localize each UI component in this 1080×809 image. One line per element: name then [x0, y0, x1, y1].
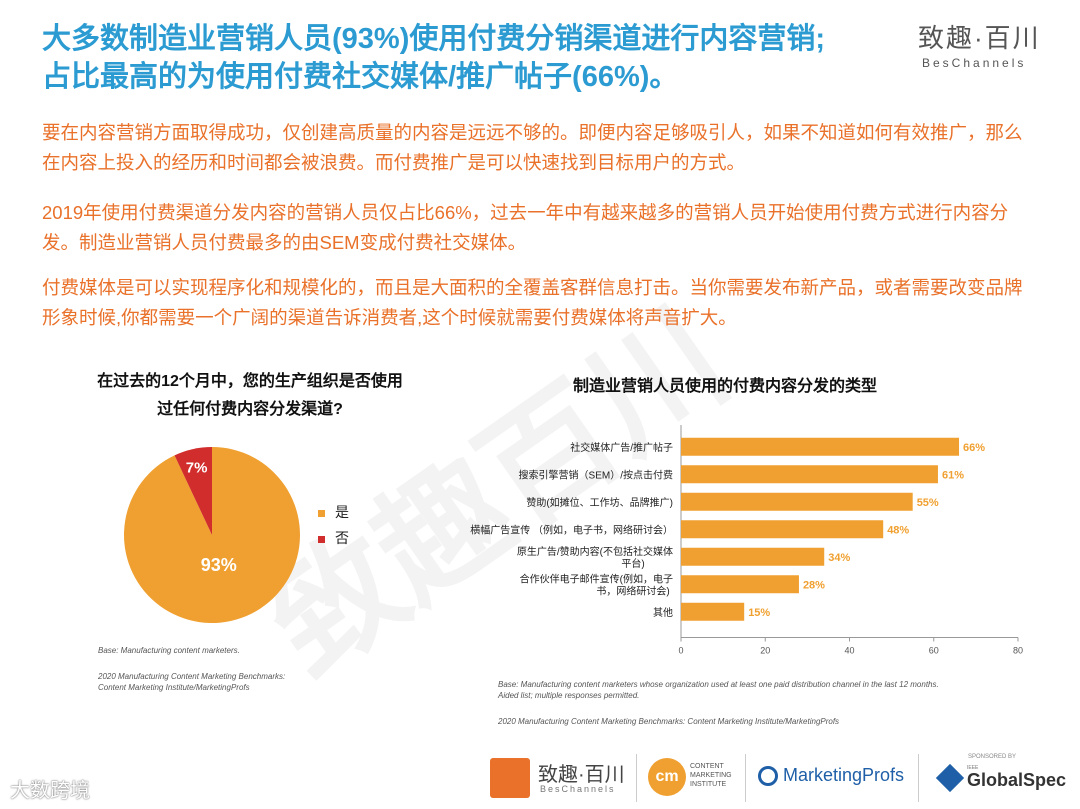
paragraph-3: 付费媒体是可以实现程序化和规模化的，而且是大面积的全覆盖客群信息打击。当你需要发…	[42, 277, 1023, 328]
pie-title-line-2: 过任何付费内容分发渠道?	[157, 401, 343, 418]
bar-2	[681, 492, 913, 511]
paragraph-1: 要在内容营销方面取得成功，仅创建高质量的内容是远远不够的。即便内容足够吸引人，如…	[42, 122, 1023, 173]
legend-label-no: 否	[335, 530, 349, 546]
bar-category-label: 赞助(如摊位、工作坊、品牌推广)	[526, 496, 673, 509]
x-tick-label: 40	[844, 646, 854, 656]
x-tick-label: 0	[678, 646, 683, 656]
page-title: 大多数制造业营销人员(93%)使用付费分销渠道进行内容营销; 占比最高的为使用付…	[42, 20, 825, 96]
bar-value-label: 55%	[917, 497, 939, 509]
footer-marketingprofs: MarketingProfs	[783, 765, 905, 785]
bar-chart-title: 制造业营销人员使用的付费内容分发的类型	[572, 378, 877, 395]
pie-title: 在过去的12个月中，您的生产组织是否使用 过任何付费内容分发渠道?	[40, 368, 460, 424]
beschannels-logo-icon	[490, 758, 530, 798]
bottom-watermark: 大数跨境	[10, 780, 90, 802]
title-line-1: 大多数制造业营销人员(93%)使用付费分销渠道进行内容营销;	[42, 23, 826, 55]
bar-value-label: 66%	[963, 442, 985, 454]
bar-value-label: 48%	[887, 524, 909, 536]
bar-value-label: 61%	[942, 469, 964, 481]
pie-slice-no	[174, 447, 212, 535]
pie-note-source-line-2: Content Marketing Institute/MarketingPro…	[98, 683, 250, 692]
bar-note-base: Base: Manufacturing content marketers wh…	[498, 679, 939, 701]
bar-5	[681, 575, 799, 594]
bar-value-label: 28%	[803, 579, 825, 591]
footer-divider-3	[918, 754, 919, 802]
pie-label-no: 7%	[186, 459, 208, 476]
bar-1	[681, 465, 938, 484]
pie-slice-yes	[123, 447, 300, 623]
cmi-line-2: MARKETING	[690, 772, 732, 779]
legend-label-yes: 是	[335, 504, 349, 520]
bar-value-label: 15%	[748, 607, 770, 619]
bar-chart: 0 20 40 60 80 66% 社交媒体广告/推广帖子 61% 搜索引擎营销（SEM）/按点…	[470, 425, 1023, 656]
marketingprofs-logo-icon	[758, 766, 778, 786]
cmi-logo-text: CONTENT MARKETING INSTITUTE	[690, 762, 732, 789]
pie-note-source-line-1: 2020 Manufacturing Content Marketing Ben…	[98, 672, 286, 681]
bar-3	[681, 520, 884, 539]
bar-category-label: 社交媒体广告/推广帖子	[570, 441, 673, 454]
pie-title-line-1: 在过去的12个月中，您的生产组织是否使用	[97, 373, 403, 390]
paragraph-2: 2019年使用付费渠道分发内容的营销人员仅占比66%，过去一年中有越来越多的营销…	[42, 202, 1009, 253]
bar-note-base-line-2: Aided list; multiple responses permitted…	[498, 691, 640, 700]
bar-value-label: 34%	[828, 552, 850, 564]
pie-label-yes: 93%	[201, 555, 237, 575]
bar-category-label: 合作伙伴电子邮件宣传(例如，电子	[520, 572, 673, 585]
cmi-logo-icon: cm	[648, 758, 686, 796]
footer-ieee: IEEE	[967, 765, 979, 771]
footer-globalspec: GlobalSpec	[967, 770, 1067, 790]
bar-note-base-line-1: Base: Manufacturing content marketers wh…	[498, 680, 939, 689]
footer-logos: 致趣·百川 BesChannels cm CONTENT MARKETING I…	[490, 752, 1080, 809]
cmi-line-3: INSTITUTE	[690, 781, 727, 788]
legend-item-yes: 是	[318, 502, 349, 522]
globalspec-logo-icon	[935, 763, 965, 793]
pie-legend: 是 否	[318, 502, 349, 548]
footer-beschannels-cn: 致趣·百川	[538, 764, 625, 786]
pie-note-base: Base: Manufacturing content marketers.	[98, 646, 240, 655]
bar-category-label: 书，网络研讨会)	[596, 584, 669, 597]
bar-4	[681, 547, 825, 566]
x-tick-label: 60	[929, 646, 939, 656]
legend-swatch-no	[318, 535, 325, 543]
legend-swatch-yes	[318, 509, 325, 517]
footer-divider-1	[636, 754, 637, 802]
brand-logo-cn: 致趣·百川	[918, 23, 1041, 53]
bar-category-label: 搜索引擎营销（SEM）/按点击付费	[519, 468, 673, 481]
footer-sponsored-by: SPONSORED BY	[968, 754, 1017, 760]
x-tick-label: 20	[760, 646, 770, 656]
footer-divider-2	[745, 754, 746, 802]
pie-note-source: 2020 Manufacturing Content Marketing Ben…	[98, 671, 285, 693]
bar-category-label: 横幅广告宣传 （例如，电子书，网络研讨会）	[470, 523, 673, 536]
legend-item-no: 否	[318, 528, 349, 548]
brand-logo-en: BesChannels	[922, 56, 1027, 70]
bar-6	[681, 602, 745, 621]
title-line-2: 占比最高的为使用付费社交媒体/推广帖子(66%)。	[42, 61, 679, 93]
bar-0	[681, 437, 960, 456]
bar-category-label: 其他	[653, 606, 673, 619]
x-tick-label: 80	[1013, 646, 1023, 656]
cmi-line-1: CONTENT	[690, 763, 724, 770]
pie-chart: 93% 7%	[123, 447, 300, 623]
bar-category-label: 原生广告/赞助内容(不包括社交媒体	[517, 545, 673, 558]
bar-note-source: 2020 Manufacturing Content Marketing Ben…	[498, 717, 840, 726]
bar-category-label: 平台)	[621, 557, 644, 570]
footer-beschannels-en: BesChannels	[540, 784, 616, 794]
